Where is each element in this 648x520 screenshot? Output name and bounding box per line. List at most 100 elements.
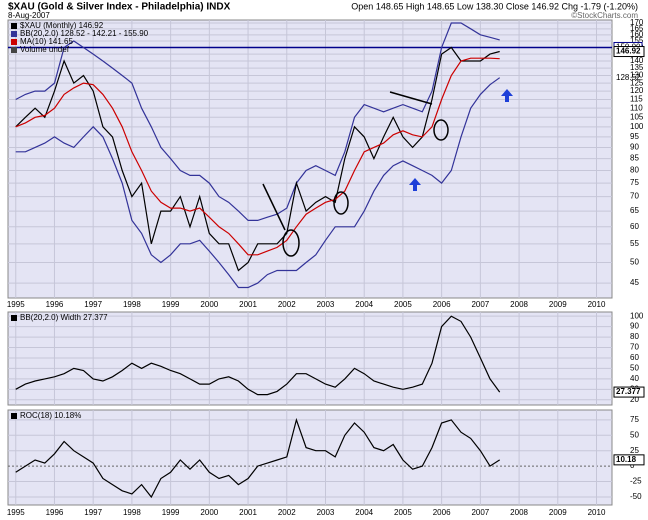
band-lower: [15, 77, 501, 289]
x-tick-label: 2005: [394, 300, 412, 309]
y-tick-label: 70: [630, 192, 639, 201]
legend-label: Volume undef: [20, 45, 70, 54]
legend-swatch: [11, 31, 17, 37]
circle: [282, 229, 300, 257]
x-tick-label: 2006: [433, 300, 451, 309]
value-tag-label: 128.52: [616, 73, 641, 82]
x-tick-label: 2010: [588, 508, 606, 517]
y-tick-label: 40: [630, 374, 639, 383]
y-tick-label: 0: [630, 461, 635, 470]
credit: ©StockCharts.com: [571, 11, 638, 20]
y-tick-label: 20: [630, 395, 639, 404]
x-tick-label: 2004: [355, 508, 373, 517]
plot-area: [7, 409, 613, 506]
x-tick-label: 2008: [510, 300, 528, 309]
x-tick-label: 2010: [588, 300, 606, 309]
circle: [433, 119, 449, 141]
x-tick-label: 2001: [239, 300, 257, 309]
y-tick-label: -50: [630, 492, 642, 501]
chart-title: $XAU (Gold & Silver Index - Philadelphia…: [8, 2, 231, 13]
x-tick-label: 1995: [7, 508, 25, 517]
circle: [333, 191, 349, 215]
legend-label: MA(10) 141.65: [20, 37, 73, 46]
x-tick-label: 1998: [123, 508, 141, 517]
y-tick-label: 115: [630, 95, 643, 104]
y-tick-label: 75: [630, 415, 639, 424]
x-tick-label: 2002: [278, 300, 296, 309]
legend-swatch: [11, 47, 17, 53]
y-tick-label: 60: [630, 222, 639, 231]
y-tick-label: 50: [630, 364, 639, 373]
panels: 4550556065707580859095100105110115120125…: [7, 18, 645, 517]
y-tick-label: 135: [630, 63, 644, 72]
y-tick-label: 50: [630, 430, 639, 439]
y-tick-label: 140: [630, 56, 644, 65]
y-tick-label: 90: [630, 322, 639, 331]
value-tag-label: 10.18: [616, 455, 637, 464]
y-tick-label: 45: [630, 278, 639, 287]
y-tick-label: 65: [630, 206, 639, 215]
y-tick-label: -25: [630, 477, 642, 486]
legend-label: BB(20,2.0) Width 27.377: [20, 313, 108, 322]
value-tag: [613, 454, 645, 466]
y-tick-label: 80: [630, 166, 639, 175]
trend-line: [262, 183, 286, 231]
up-arrow: [501, 89, 513, 102]
y-tick-label: 55: [630, 239, 639, 248]
y-tick-label: 160: [630, 30, 644, 39]
x-tick-label: 1999: [162, 300, 180, 309]
x-tick-label: 2007: [471, 508, 489, 517]
chart-date: 8-Aug-2007: [8, 11, 50, 20]
x-tick-label: 2006: [433, 508, 451, 517]
legend-swatch: [11, 39, 17, 45]
band-upper: [15, 22, 500, 221]
x-tick-label: 1997: [84, 508, 102, 517]
series-line: [15, 315, 501, 396]
y-tick-label: 110: [630, 103, 643, 112]
x-tick-label: 1997: [84, 300, 102, 309]
trend-line: [389, 91, 433, 105]
x-tick-label: 2004: [355, 300, 373, 309]
series-line: [15, 46, 500, 272]
y-tick-label: 85: [630, 154, 639, 163]
y-tick-label: 130: [630, 71, 644, 80]
x-tick-label: 2000: [200, 300, 218, 309]
y-tick-label: 120: [630, 86, 644, 95]
plot-area: [7, 311, 613, 406]
series-line: [15, 57, 500, 256]
x-tick-label: 2009: [549, 508, 567, 517]
y-tick-label: 80: [630, 332, 639, 341]
x-tick-label: 2001: [239, 508, 257, 517]
y-tick-label: 100: [630, 311, 644, 320]
x-tick-label: 2009: [549, 300, 567, 309]
y-tick-label: 105: [630, 112, 644, 121]
y-tick-label: 100: [630, 122, 644, 131]
y-tick-label: 90: [630, 143, 639, 152]
series-line: [15, 417, 501, 499]
y-tick-label: 60: [630, 353, 639, 362]
y-tick-label: 25: [630, 446, 639, 455]
x-tick-label: 2008: [510, 508, 528, 517]
y-tick-label: 165: [630, 24, 644, 33]
legend-label: ROC(18) 10.18%: [20, 411, 81, 420]
y-tick-label: 125: [630, 78, 644, 87]
y-tick-label: 70: [630, 343, 639, 352]
value-tag-label: 146.92: [616, 47, 641, 56]
x-tick-label: 2002: [278, 508, 296, 517]
y-tick-label: 155: [630, 36, 644, 45]
legend-swatch: [11, 315, 17, 321]
legend-swatch: [11, 23, 17, 29]
legend-label: BB(20,2.0) 128.52 - 142.21 - 155.90: [20, 29, 149, 38]
up-arrow: [409, 178, 421, 191]
y-tick-label: 50: [630, 258, 639, 267]
annotations: [262, 89, 513, 257]
x-tick-label: 2000: [200, 508, 218, 517]
x-tick-label: 2003: [317, 508, 335, 517]
x-tick-label: 1996: [46, 508, 64, 517]
value-tag: [613, 46, 645, 58]
x-tick-label: 1995: [7, 300, 25, 309]
x-tick-label: 2003: [317, 300, 335, 309]
x-tick-label: 1998: [123, 300, 141, 309]
x-tick-label: 2005: [394, 508, 412, 517]
